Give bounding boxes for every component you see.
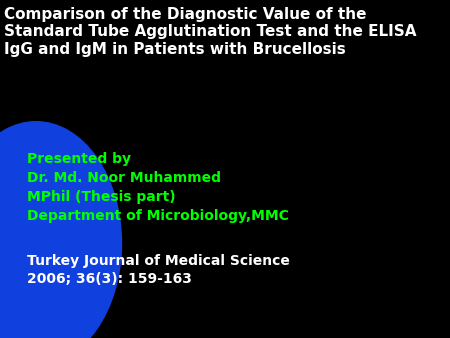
Text: Presented by
Dr. Md. Noor Muhammed
MPhil (Thesis part)
Department of Microbiolog: Presented by Dr. Md. Noor Muhammed MPhil… [27,152,289,223]
Text: Turkey Journal of Medical Science
2006; 36(3): 159-163: Turkey Journal of Medical Science 2006; … [27,254,290,286]
Ellipse shape [0,122,122,338]
Text: Comparison of the Diagnostic Value of the
Standard Tube Agglutination Test and t: Comparison of the Diagnostic Value of th… [4,7,417,56]
